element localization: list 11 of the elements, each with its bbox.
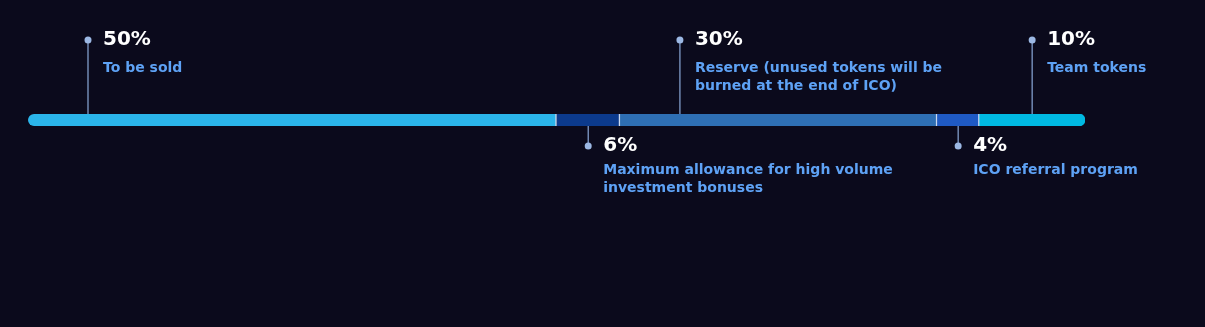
text: Maximum allowance for high volume investment bonuses [603,160,893,195]
text: ICO referral program [973,160,1138,177]
text: To be sold [103,58,183,75]
data-label: 50% [103,26,151,51]
data-label: 10% [1047,26,1096,51]
data-label: 30% [694,26,743,51]
data-label: 6% [603,132,638,157]
text: Team tokens [1047,58,1147,75]
series-label: Reserve (unused tokens will be burned at the end of ICO) [694,58,943,93]
bar [978,114,1085,126]
data-label: 4% [973,132,1008,157]
